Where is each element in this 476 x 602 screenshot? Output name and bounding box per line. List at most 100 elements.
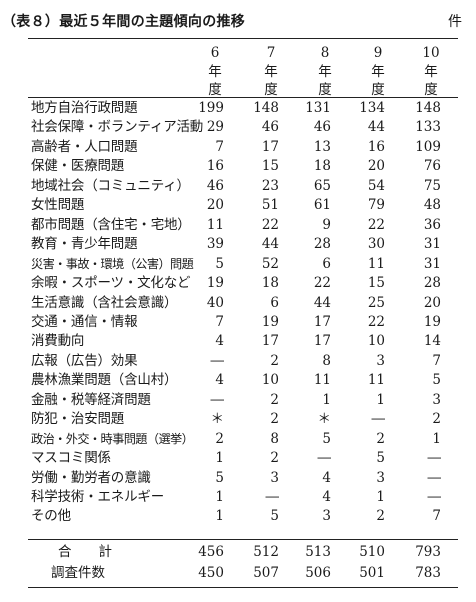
cell-value: 456 (198, 544, 224, 560)
cell-value: 44 (367, 119, 385, 136)
table-row: 広報（広告）効果 ― 2 8 3 7 (0, 351, 476, 371)
cell-value: 39 (206, 236, 224, 253)
cell-value: ― (317, 450, 332, 467)
cell-value: ― (210, 391, 225, 408)
table-row: マスコミ関係 1 2 ― 5 ― (0, 448, 476, 468)
table-row: 都市問題（含住宅・宅地） 11 22 9 22 36 (0, 215, 476, 235)
table-row: 女性問題 20 51 61 79 48 (0, 195, 476, 215)
cell-value: 20 (423, 294, 441, 311)
cell-value: 15 (261, 158, 279, 175)
cell-value: 5 (215, 469, 224, 486)
cell-value: 793 (415, 544, 441, 560)
row-label: 余暇・スポーツ・文化など (31, 275, 191, 292)
cell-value: 46 (206, 177, 224, 194)
table-row: 科学技術・エネルギー 1 ― 4 1 ― (0, 487, 476, 507)
column-year-char: 年 (371, 63, 385, 80)
cell-value: 510 (359, 544, 385, 560)
cell-value: 3 (270, 469, 279, 486)
row-label: 消費動向 (31, 333, 85, 350)
cell-value: 131 (305, 100, 331, 116)
cell-value: 16 (367, 138, 385, 155)
row-label: 広報（広告）効果 (31, 352, 138, 369)
cell-value: 783 (415, 565, 441, 581)
cell-value: 48 (423, 197, 441, 214)
cell-value: 3 (432, 391, 441, 408)
table-row: 高齢者・人口問題 7 17 13 16 109 (0, 137, 476, 157)
cell-value: 54 (367, 177, 385, 194)
cell-value: 22 (367, 313, 385, 330)
cell-value: 17 (313, 333, 331, 350)
cell-value: 18 (313, 158, 331, 175)
cell-value: 65 (313, 177, 331, 194)
column-year-char: 度 (424, 82, 438, 98)
cell-value: 2 (376, 508, 385, 525)
column-year-char: 度 (264, 82, 278, 98)
cell-value: 5 (376, 450, 385, 467)
row-label: 労働・勤労者の意識 (31, 469, 151, 486)
cell-value: 14 (423, 333, 441, 350)
column-year-number: 9 (373, 45, 383, 61)
cell-value: 501 (359, 565, 385, 581)
table-row: 余暇・スポーツ・文化など 19 18 22 15 28 (0, 273, 476, 293)
cell-value: 7 (432, 352, 441, 369)
cell-value: 76 (423, 158, 441, 175)
cell-value: 44 (261, 236, 279, 253)
row-label: 教育・青少年問題 (31, 236, 138, 253)
cell-value: 8 (270, 430, 279, 447)
cell-value: 133 (415, 119, 441, 136)
cell-value: ― (210, 352, 225, 369)
cell-value: 450 (198, 565, 224, 581)
cell-value: 1 (376, 391, 385, 408)
row-label: 女性問題 (31, 197, 85, 214)
row-label: 社会保障・ボランティア活動 (31, 119, 204, 136)
cell-value: 148 (415, 100, 441, 116)
cell-value: 2 (270, 352, 279, 369)
cell-value: 1 (215, 489, 224, 505)
cell-value: 8 (322, 352, 331, 369)
cell-value: 25 (367, 294, 385, 311)
cell-value: 6 (322, 255, 331, 272)
cell-value: 11 (367, 372, 385, 389)
table-row: 金融・税等経済問題 ― 2 1 1 3 (0, 390, 476, 410)
cell-value: 28 (313, 236, 331, 253)
column-year-char: 度 (371, 82, 385, 98)
column-year-char: 年 (424, 63, 438, 80)
cell-value: 3 (376, 469, 385, 486)
cell-value: 30 (367, 236, 385, 253)
cell-value: ― (265, 489, 280, 505)
cell-value: 61 (313, 197, 331, 214)
column-year-char: 度 (318, 82, 332, 98)
cell-value: 2 (376, 430, 385, 447)
totals-rule (28, 539, 458, 540)
cell-value: ― (427, 450, 442, 467)
cell-value: 10 (261, 372, 279, 389)
row-label: 調査件数 (51, 565, 105, 581)
cell-value: ― (427, 489, 442, 505)
column-year-number: 6 (210, 45, 220, 61)
cell-value: 15 (367, 275, 385, 292)
cell-value: 16 (206, 158, 224, 175)
row-label: 合 計 (58, 544, 112, 560)
cell-value: 46 (313, 119, 331, 136)
cell-value: 3 (322, 508, 331, 525)
table-row: 教育・青少年問題 39 44 28 30 31 (0, 234, 476, 254)
column-year-number: 8 (320, 45, 330, 61)
table-row: 生活意識（含社会意識） 40 6 44 25 20 (0, 293, 476, 313)
cell-value: 17 (261, 138, 279, 155)
cell-value: 513 (305, 544, 331, 560)
row-label: 地方自治行政問題 (31, 100, 138, 116)
cell-value: ＊ (317, 411, 332, 428)
column-year-char: 年 (318, 63, 332, 80)
row-label: 科学技術・エネルギー (31, 489, 164, 505)
column-year-char: 度 (208, 82, 222, 98)
cell-value: 6 (270, 294, 279, 311)
cell-value: 4 (322, 489, 331, 505)
column-year-number: 7 (266, 45, 276, 61)
table-row: 地域社会（コミュニティ） 46 23 65 54 75 (0, 176, 476, 196)
row-label: マスコミ関係 (31, 450, 111, 467)
cell-value: 19 (423, 313, 441, 330)
cell-value: ＊ (210, 411, 225, 428)
cell-value: 22 (313, 275, 331, 292)
cell-value: 31 (423, 236, 441, 253)
cell-value: 17 (313, 313, 331, 330)
